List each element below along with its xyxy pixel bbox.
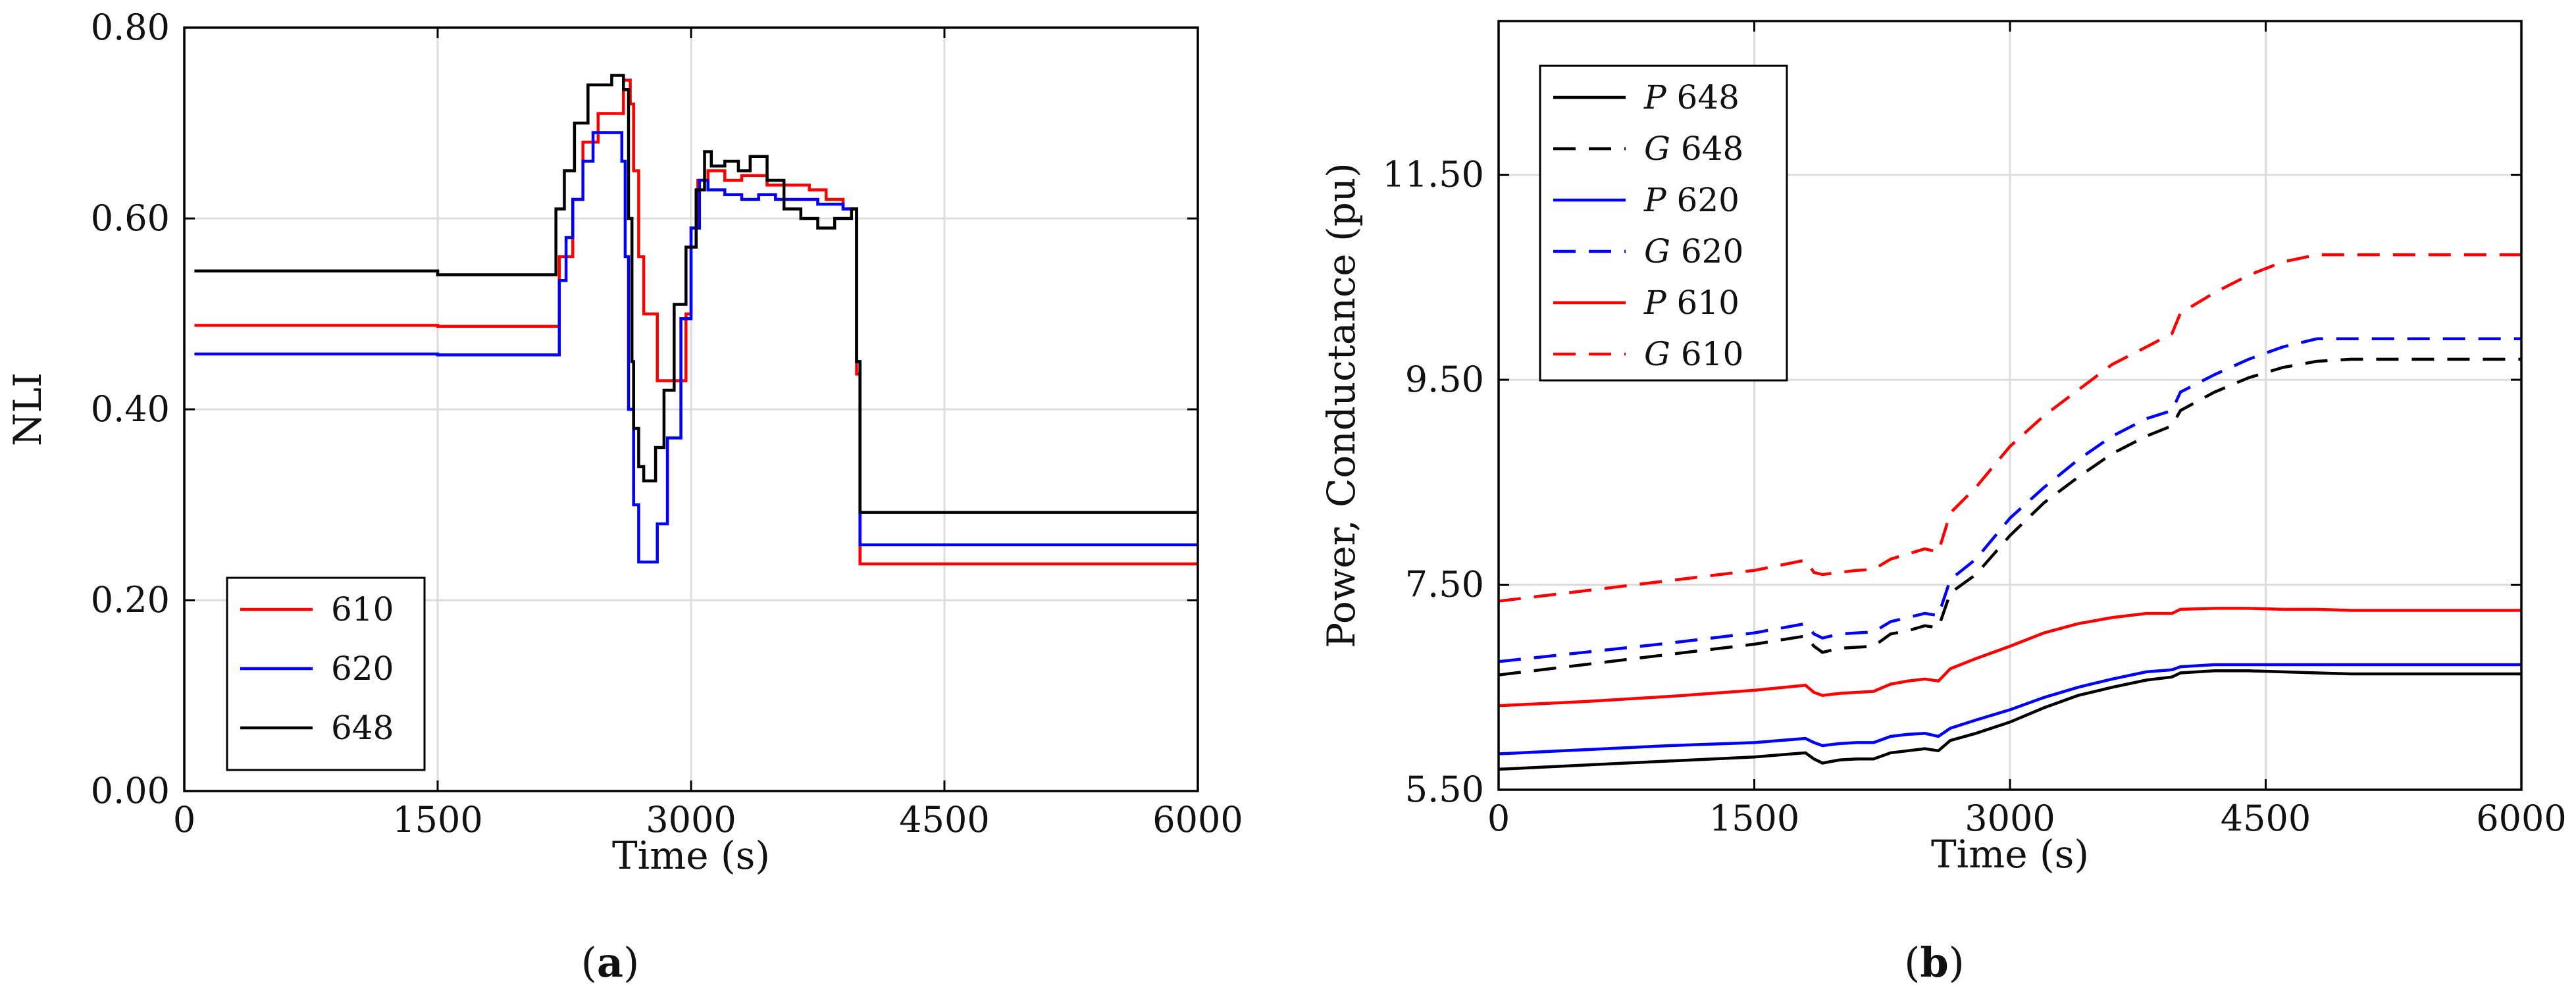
panel-b-x-tick-label: 1500 <box>1709 798 1799 839</box>
panel-b-y-tick-label: 11.50 <box>1382 154 1484 195</box>
panel-a-y-tick-label: 0.80 <box>91 7 170 48</box>
panel-a-caption-open: ( <box>581 938 597 986</box>
panel-a-series-line-610 <box>194 78 1198 566</box>
panel-b-x-tick-label: 6000 <box>2476 798 2566 839</box>
panel-b-legend-box <box>1539 64 1788 382</box>
panel-b-legend-label: 610 <box>1681 335 1743 373</box>
panel-b-legend-symbol: G <box>1644 335 1681 373</box>
panel-b-x-axis-label: Time (s) <box>1931 832 2089 877</box>
panel-a-legend-entry: 610 <box>331 590 394 628</box>
panel-b-legend-label: 610 <box>1677 284 1739 322</box>
panel-a-x-axis-label: Time (s) <box>612 833 770 878</box>
panel-b-y-tick-label: 5.50 <box>1405 769 1484 810</box>
panel-a-series-line-620 <box>194 131 1198 564</box>
panel-b-y-tick-label: 9.50 <box>1405 359 1484 400</box>
panel-b-x-tick-label: 0 <box>1487 798 1510 839</box>
panel-a-legend-entry: 620 <box>331 650 394 688</box>
panel-b-legend-entry: P 610 <box>1643 284 1739 322</box>
panel-b-legend-symbol: G <box>1644 130 1681 168</box>
panel-a-x-tick-label: 6000 <box>1152 799 1243 840</box>
panel-a-x-tick-label: 4500 <box>899 799 989 840</box>
panel-b-legend-symbol: P <box>1643 78 1677 116</box>
panel-a-y-tick-label: 0.20 <box>91 579 170 621</box>
panel-b-legend-label: 620 <box>1677 181 1739 219</box>
panel-b-legend-entry: G 620 <box>1644 232 1743 270</box>
panel-b-legend-symbol: G <box>1644 232 1681 270</box>
panel-b-series-line-p-648 <box>1499 669 2521 771</box>
panel-a-caption: (a) <box>581 938 640 986</box>
panel-b-series-line-g-648 <box>1499 357 2521 677</box>
panel-a-x-tick-label: 0 <box>173 799 195 840</box>
panel-a-legend-entry: 648 <box>331 709 394 747</box>
panel-b-x-tick-label: 3000 <box>1965 798 2055 839</box>
panel-b-legend-label: 620 <box>1681 232 1743 270</box>
panel-b-legend-entry: P 620 <box>1643 181 1739 219</box>
panel-b-legend-symbol: P <box>1643 284 1677 322</box>
panel-a-caption-close: ) <box>623 938 639 986</box>
panel-b-legend-entry: P 648 <box>1643 78 1739 116</box>
panel-b-series-line-p-620 <box>1499 663 2521 756</box>
panel-b-caption-close: ) <box>1949 938 1965 986</box>
panel-b-y-axis-label: Power, Conductance (pu) <box>1319 163 1364 648</box>
panel-b-caption-open: ( <box>1904 938 1920 986</box>
panel-a-legend-box <box>226 576 426 771</box>
panel-b-y-tick-label: 7.50 <box>1405 564 1484 605</box>
panel-b-series-line-g-620 <box>1499 337 2521 663</box>
panel-b-legend-symbol: P <box>1643 181 1677 219</box>
panel-a-caption-letter: a <box>597 938 623 986</box>
panel-b-legend-entry: G 610 <box>1644 335 1743 373</box>
panel-a-y-tick-label: 0.00 <box>91 770 170 811</box>
panel-a-x-tick-label: 3000 <box>646 799 736 840</box>
panel-a-x-tick-label: 1500 <box>392 799 482 840</box>
panel-b-legend-label: 648 <box>1681 130 1743 168</box>
panel-b-legend-entry: G 648 <box>1644 130 1743 168</box>
panel-a-series-line-648 <box>194 74 1198 514</box>
panel-b-legend-label: 648 <box>1677 78 1739 116</box>
panel-a-y-axis-label: NLI <box>5 372 50 446</box>
panel-a-y-tick-label: 0.60 <box>91 197 170 239</box>
panel-b-series-line-p-610 <box>1499 607 2521 707</box>
panel-b-series-line-g-610 <box>1499 253 2521 603</box>
panel-a-chart: 0 1500 3000 4500 6000 0.00 0.20 0.40 0.60 0.80 Tim… <box>5 7 1243 986</box>
panel-b-caption-letter: b <box>1920 938 1948 986</box>
panel-b-caption: (b) <box>1904 938 1965 986</box>
panel-b-chart: 0 1500 3000 4500 6000 5.50 7.50 9.50 11.50 Time (… <box>1319 20 2567 986</box>
panel-b-x-tick-label: 4500 <box>2221 798 2311 839</box>
panel-a-y-tick-label: 0.40 <box>91 388 170 430</box>
